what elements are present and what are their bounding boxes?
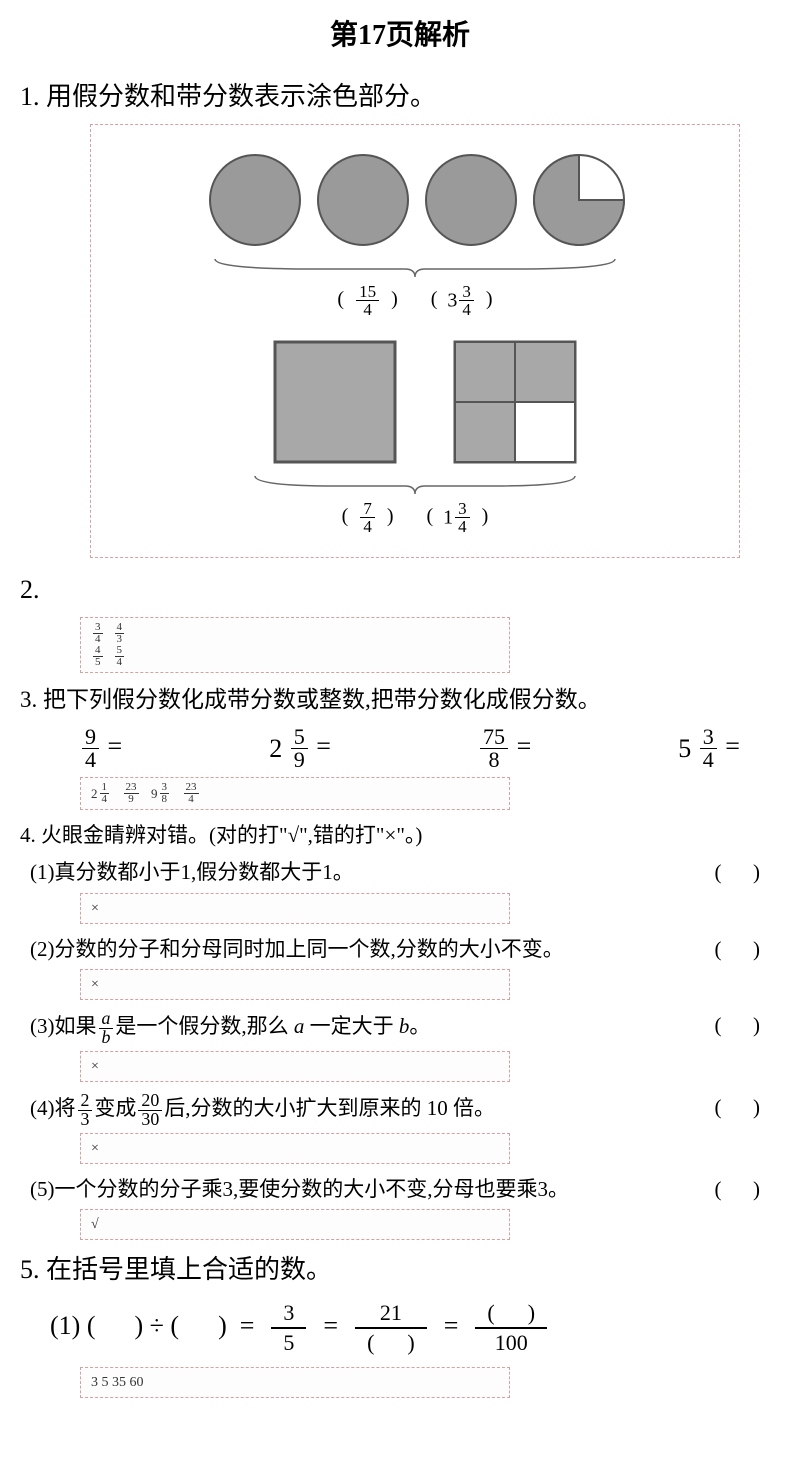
q4-item: (3)如果ab是一个假分数,那么 a 一定大于 b。( ) (20, 1010, 780, 1047)
q2-answer-box: 34434554 (80, 617, 510, 673)
q4-answer: √ (80, 1209, 510, 1240)
q5-prompt: 5. 在括号里填上合适的数。 (20, 1250, 780, 1289)
q4-items: (1)真分数都小于1,假分数都大于1。( )×(2)分数的分子和分母同时加上同一… (20, 857, 780, 1240)
q1-circles (91, 145, 739, 279)
q4-answer: × (80, 969, 510, 1000)
q3-answer-box: 214 239 938 234 (80, 777, 510, 810)
q1-squares-answers: ( 74 ) ( 134 ) (91, 500, 739, 535)
squares-svg (215, 332, 615, 472)
q1-prompt: 1. 用假分数和带分数表示涂色部分。 (20, 77, 780, 116)
q4-answer: × (80, 893, 510, 924)
q3-equations: 94 =2 59 =758 =5 34 = (20, 726, 780, 771)
q2-label: 2. (20, 570, 780, 609)
content: 1. 用假分数和带分数表示涂色部分。 ( 154 ) ( 334 ) ( (0, 77, 800, 1398)
q1-figure-box: ( 154 ) ( 334 ) ( 74 ) ( 134 ) (90, 124, 740, 558)
circles-svg (195, 145, 635, 255)
q5-equation: (1) ( ) ÷ ( ) = 35 = 21( ) = ( )100 (20, 1299, 780, 1357)
q4-item: (1)真分数都小于1,假分数都大于1。( ) (20, 857, 780, 889)
q4-item: (2)分数的分子和分母同时加上同一个数,分数的大小不变。( ) (20, 934, 780, 966)
page-title: 第17页解析 (0, 15, 800, 57)
q3-prompt: 3. 把下列假分数化成带分数或整数,把带分数化成假分数。 (20, 683, 780, 718)
q4-prompt: 4. 火眼金睛辨对错。(对的打"√",错的打"×"。) (20, 820, 780, 852)
squares-brace (215, 472, 615, 496)
q1-squares (91, 332, 739, 496)
q4-item: (4)将23变成2030后,分数的大小扩大到原来的 10 倍。( ) (20, 1092, 780, 1129)
q4-item: (5)一个分数的分子乘3,要使分数的大小不变,分母也要乘3。( ) (20, 1174, 780, 1206)
q1-circles-answers: ( 154 ) ( 334 ) (91, 283, 739, 318)
q4-answer: × (80, 1133, 510, 1164)
q4-answer: × (80, 1051, 510, 1082)
circles-brace (195, 255, 635, 279)
q5-answer-box: 3 5 35 60 (80, 1367, 510, 1398)
